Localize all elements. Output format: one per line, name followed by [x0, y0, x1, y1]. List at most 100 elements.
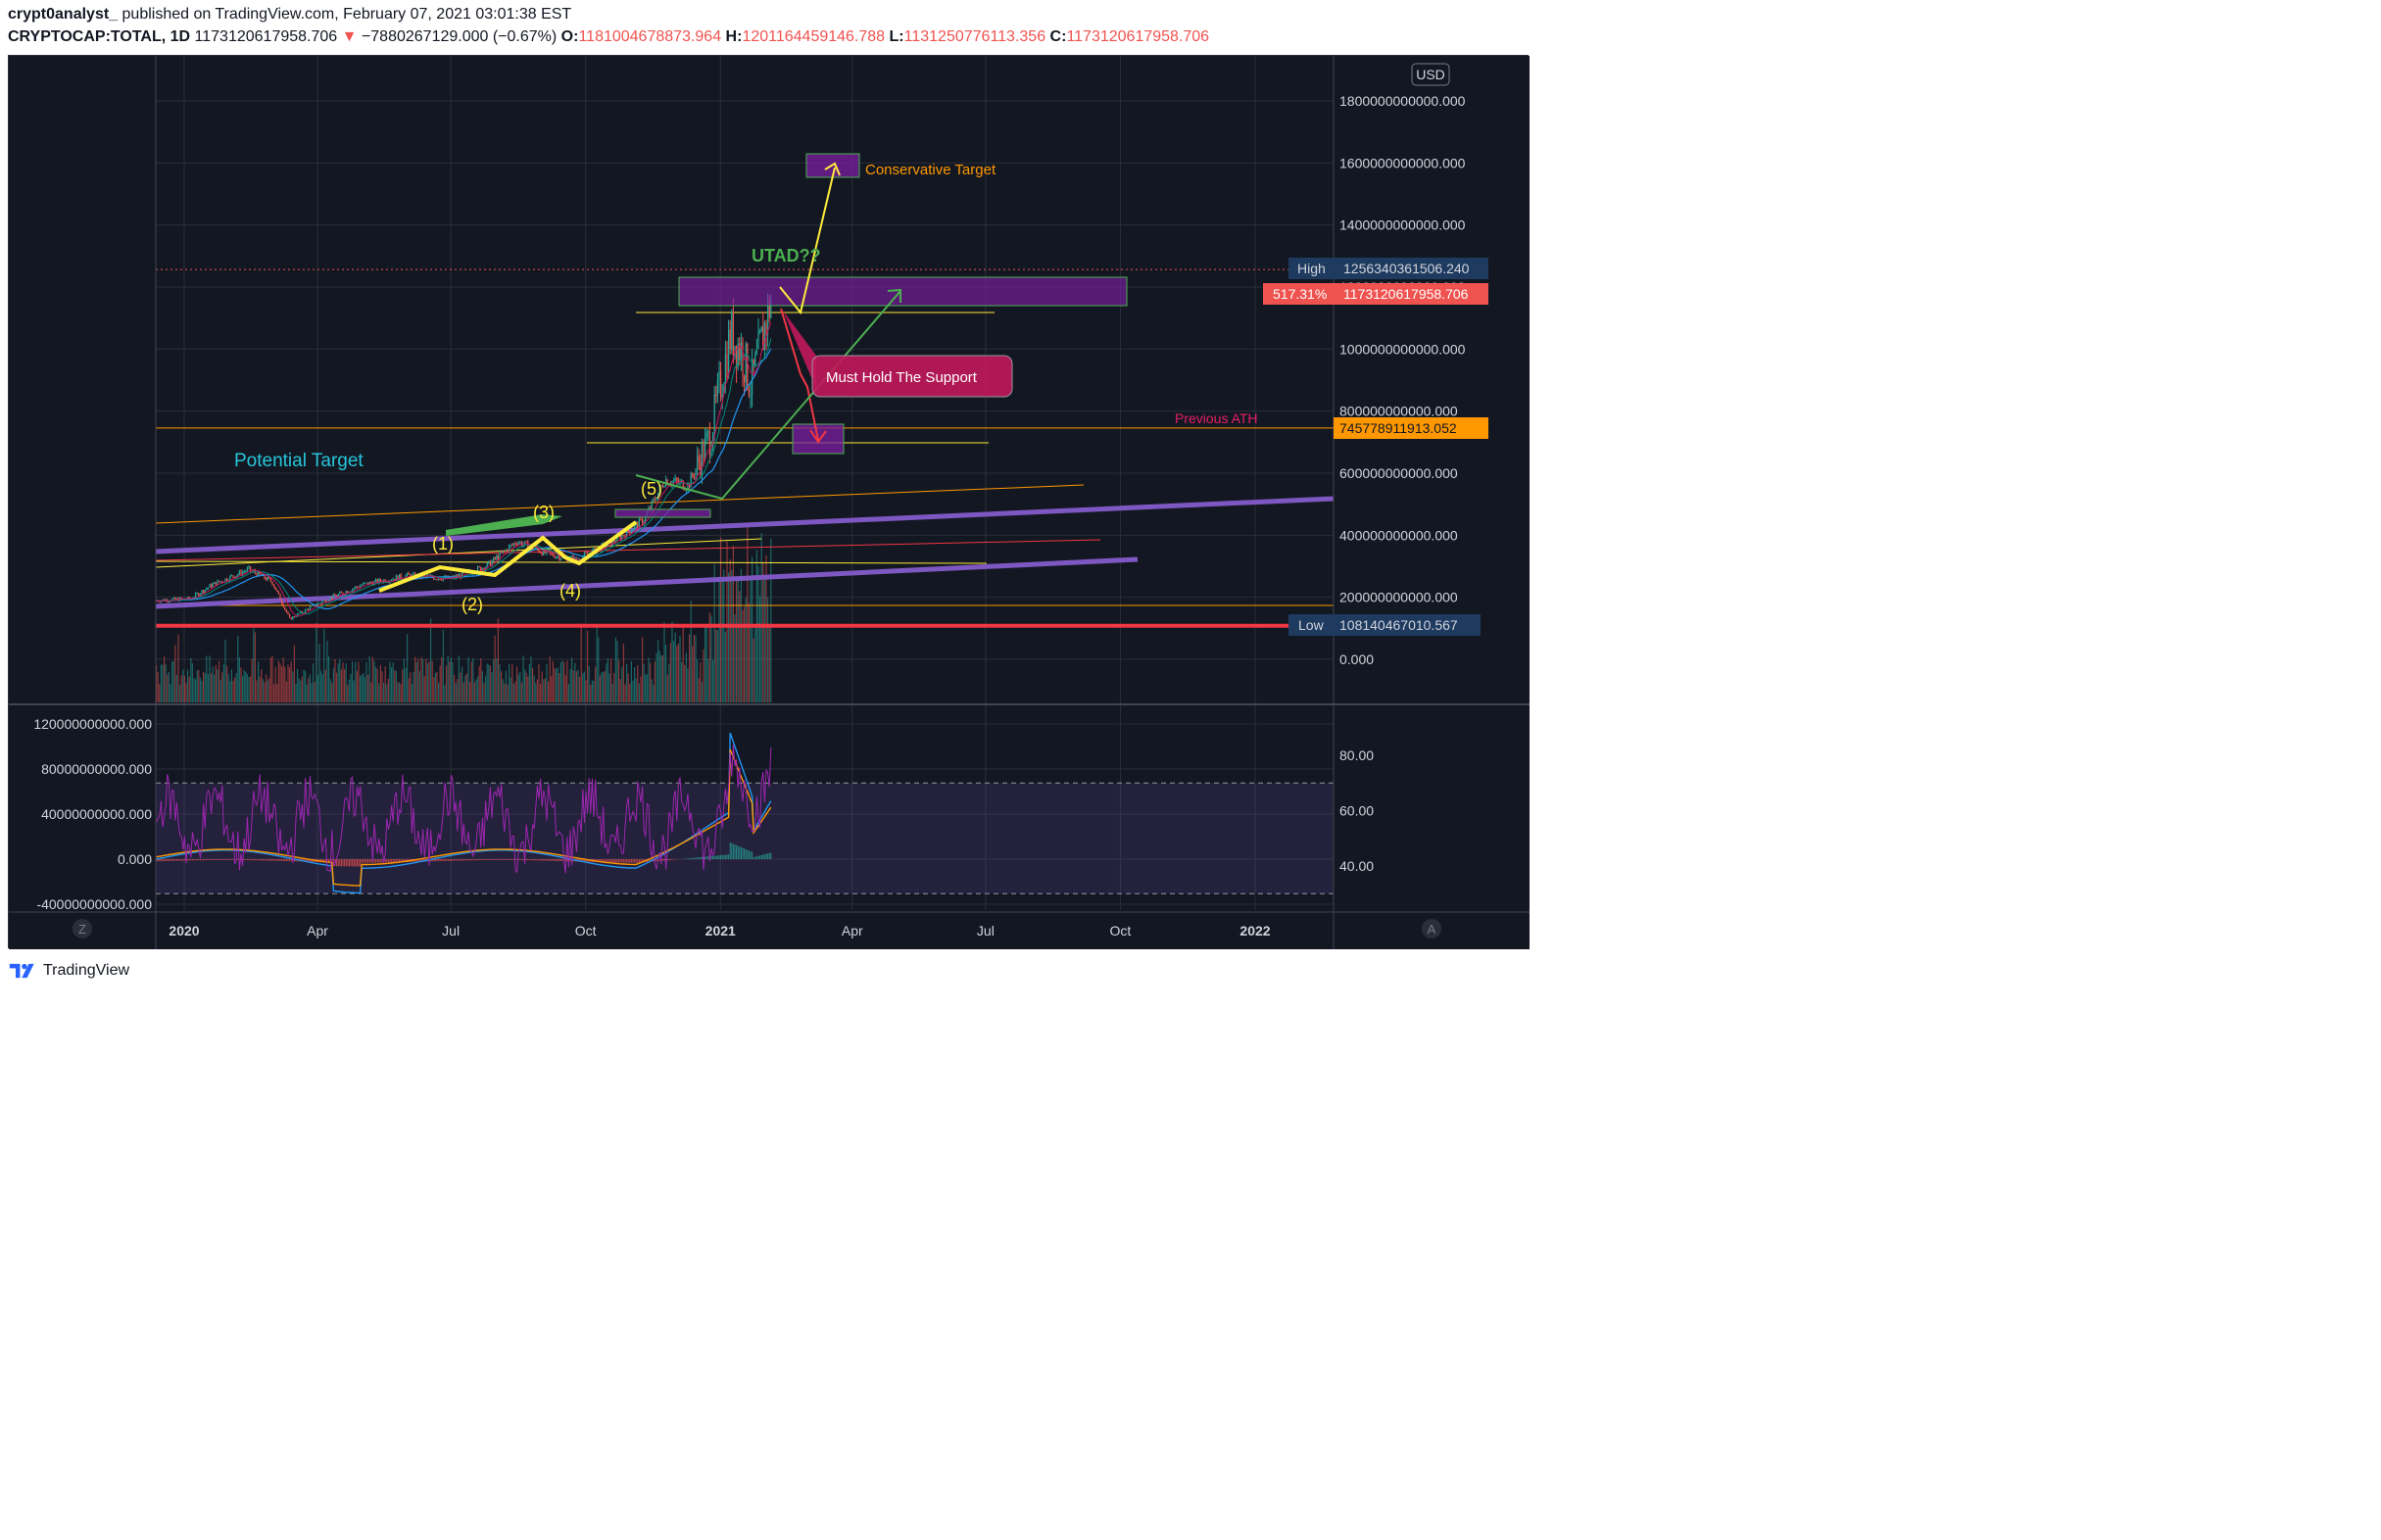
volume-bar [481, 671, 483, 702]
zoom-button-label[interactable]: Z [78, 922, 86, 937]
volume-bar [163, 656, 166, 702]
candle-body [406, 572, 409, 576]
macd-histogram-bar [632, 859, 634, 863]
chart-frame[interactable]: Must Hold The Support Conservative Targe… [8, 55, 1530, 949]
volume-bar [492, 659, 495, 702]
macd-histogram-bar [661, 859, 663, 861]
volume-bar [230, 669, 232, 702]
currency-label[interactable]: USD [1416, 67, 1445, 82]
volume-bar [616, 641, 618, 702]
chart-canvas[interactable]: Must Hold The Support Conservative Targe… [9, 56, 1530, 949]
macd-histogram-bar [391, 859, 393, 863]
candle-body [240, 570, 242, 575]
candle-body [510, 545, 511, 547]
volume-bar [374, 666, 377, 702]
zoom-button[interactable] [73, 919, 92, 938]
candle-body [358, 587, 360, 589]
candle-body [280, 600, 283, 604]
volume-bar [321, 674, 323, 702]
macd-histogram-bar [164, 859, 166, 862]
auto-scale-button[interactable] [1422, 919, 1441, 938]
candle-body [282, 603, 284, 607]
candle-body [625, 528, 628, 538]
macd-histogram-bar [462, 859, 464, 861]
volume-bar [710, 615, 712, 702]
candle-body [301, 611, 303, 613]
volume-bar [632, 680, 634, 702]
volume-bar [562, 661, 565, 702]
macd-histogram-bar [765, 853, 767, 859]
volume-bar [402, 669, 404, 702]
volume-bar [420, 656, 422, 702]
macd-histogram-bar [611, 859, 613, 863]
macd-histogram-bar [478, 859, 480, 861]
auto-scale-label[interactable]: A [1428, 922, 1436, 937]
candle-body [488, 560, 490, 563]
candle-body [514, 543, 516, 545]
currency-button[interactable] [1411, 63, 1450, 86]
macd-histogram-bar [619, 859, 621, 863]
candle-body [721, 394, 723, 398]
candle-body [267, 577, 268, 581]
volume-bar [413, 656, 416, 702]
tradingview-brand[interactable]: TradingView [43, 962, 130, 979]
volume-bar [312, 663, 315, 702]
volume-bar [303, 669, 305, 702]
candle-body [552, 553, 554, 556]
candle-body [577, 559, 579, 561]
macd-histogram-bar [287, 859, 289, 862]
volume-bar [387, 678, 389, 702]
volume-bar [378, 683, 380, 702]
volume-bar [742, 609, 744, 702]
candle-body [654, 499, 656, 501]
macd-histogram-bar [755, 856, 757, 859]
publisher-name[interactable]: crypt0analyst_ [8, 6, 119, 23]
wave-2-label: (2) [462, 595, 483, 614]
macd-histogram-bar [470, 859, 472, 861]
macd-histogram-bar [207, 859, 209, 861]
macd-histogram-bar [309, 859, 311, 862]
macd-histogram-bar [271, 859, 273, 861]
macd-histogram-bar [599, 859, 601, 863]
candle-body [206, 588, 208, 590]
time-tick-label: Apr [842, 923, 863, 938]
macd-histogram-bar [760, 854, 762, 859]
macd-histogram-bar [195, 859, 197, 861]
candle-body [248, 566, 250, 568]
candle-body [690, 473, 692, 488]
candle-body [527, 541, 529, 551]
rsi-line [156, 745, 772, 874]
candle-body [606, 545, 607, 549]
macd-histogram-bar [203, 859, 205, 861]
volume-bar [271, 655, 273, 702]
volume-bar [588, 666, 590, 702]
macd-histogram-bar [402, 859, 404, 863]
macd-histogram-bar [350, 859, 352, 867]
volume-bar [574, 662, 576, 702]
volume-bar [229, 681, 231, 702]
macd-histogram-bar [267, 859, 268, 861]
volume-bar [241, 675, 244, 702]
macd-histogram-bar [331, 859, 333, 863]
candle-body [621, 535, 623, 540]
volume-bar [345, 663, 347, 702]
volume-bar [355, 661, 357, 702]
volume-bar [729, 558, 731, 702]
volume-bar [296, 668, 299, 702]
macd-histogram-bar [551, 859, 553, 861]
candle-body [207, 587, 209, 589]
candle-body [757, 331, 759, 350]
macd-histogram-bar [642, 859, 644, 863]
macd-histogram-bar [564, 859, 566, 862]
volume-bar [617, 659, 620, 702]
volume-bar [536, 679, 538, 702]
volume-bar [646, 674, 648, 702]
volume-bar [701, 682, 703, 702]
volume-bar [400, 684, 402, 702]
published-text: published on TradingView.com, February 0… [121, 6, 572, 23]
macd-histogram-bar [386, 859, 388, 863]
candle-body [658, 485, 660, 493]
tradingview-logo-icon[interactable] [8, 960, 39, 982]
orange-trendline [155, 484, 1085, 524]
volume-bar [165, 664, 167, 702]
